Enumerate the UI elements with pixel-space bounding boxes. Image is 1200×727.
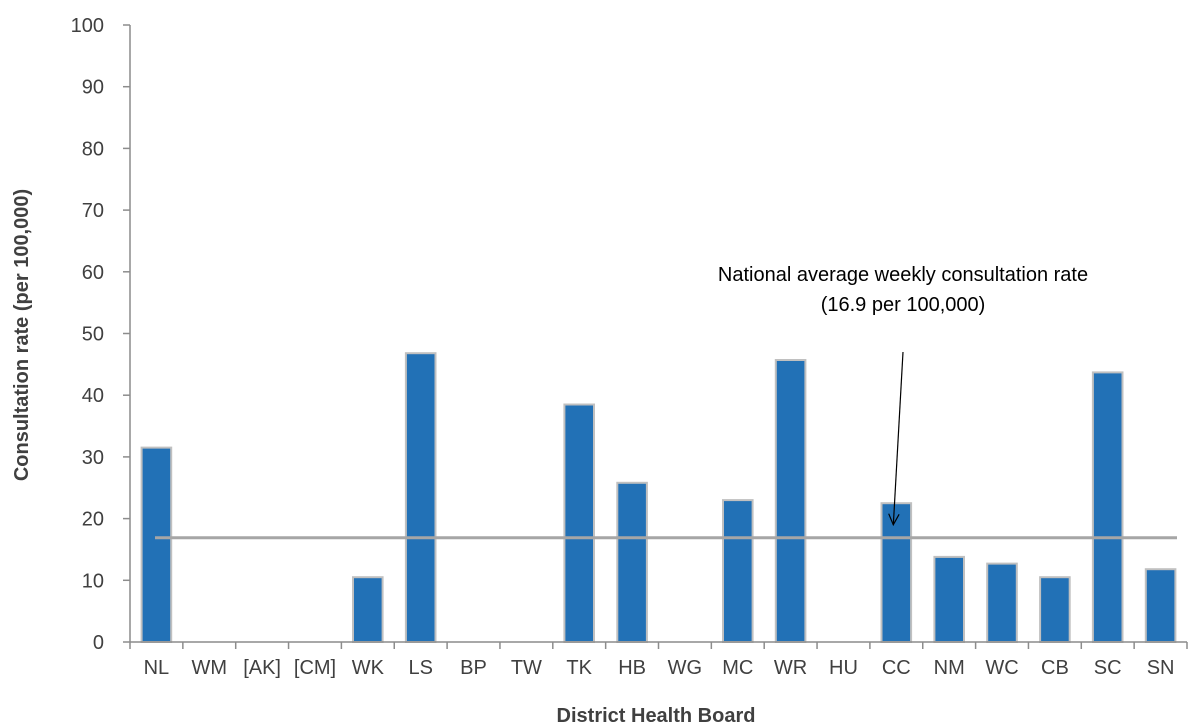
x-category-label: WM — [192, 657, 228, 679]
bar-cc — [880, 502, 913, 644]
y-tick-label: 30 — [82, 447, 104, 469]
x-category-label: LS — [408, 657, 432, 679]
x-category-label: MC — [722, 657, 753, 679]
x-category-label: TW — [511, 657, 542, 679]
bar-cb — [1039, 576, 1071, 644]
x-category-label: BP — [460, 657, 487, 679]
bars-group — [140, 352, 1177, 644]
x-category-label: TK — [566, 657, 592, 679]
annotation-arrow-shaft — [892, 351, 904, 525]
bar-tk — [563, 403, 596, 643]
x-category-label: HU — [829, 657, 858, 679]
y-tick-label: 0 — [93, 632, 104, 654]
bar-mc — [722, 499, 754, 643]
annotation-line-2: (16.9 per 100,000) — [821, 294, 986, 316]
x-axis-title: District Health Board — [557, 705, 756, 727]
y-tick-label: 50 — [82, 324, 104, 346]
annotation-line-1: National average weekly consultation rat… — [718, 264, 1088, 286]
x-axis: NL WM [AK] [CM] WK LS BP TW TK HB WG MC WR HU CC NM WC CB… — [129, 641, 1188, 679]
y-axis: 0 10 20 30 40 50 60 70 80 90 100 — [71, 15, 131, 654]
bar-wk — [352, 576, 384, 644]
y-axis-title: Consultation rate (per 100,000) — [11, 189, 33, 481]
y-tick-label: 10 — [82, 570, 104, 592]
x-category-label: NL — [144, 657, 170, 679]
y-tick-label: 100 — [71, 15, 104, 37]
x-category-label: CC — [882, 657, 911, 679]
y-tick-label: 40 — [82, 385, 104, 407]
bar-ls — [404, 352, 437, 643]
bar-sc — [1091, 371, 1124, 643]
y-tick-label: 20 — [82, 509, 104, 531]
x-category-label: SN — [1147, 657, 1175, 679]
annotation-arrow-head — [888, 513, 900, 527]
x-category-label: CB — [1041, 657, 1069, 679]
x-category-label: NM — [934, 657, 965, 679]
bar-nm — [933, 555, 966, 644]
bar-wr — [774, 359, 807, 643]
x-category-label: HB — [618, 657, 646, 679]
bar-wc — [986, 562, 1018, 643]
x-category-label: SC — [1094, 657, 1122, 679]
x-category-label: WC — [985, 657, 1018, 679]
bar-hb — [616, 481, 648, 643]
x-category-label: WG — [668, 657, 702, 679]
bar-nl — [140, 446, 173, 643]
x-category-label: WK — [352, 657, 385, 679]
x-category-label: WR — [774, 657, 807, 679]
y-tick-label: 80 — [82, 138, 104, 160]
bar-sn — [1144, 568, 1177, 644]
y-tick-label: 70 — [82, 200, 104, 222]
y-tick-label: 90 — [82, 77, 104, 99]
x-category-label: [AK] — [243, 657, 281, 679]
x-category-label: [CM] — [294, 657, 336, 679]
annotation-arrow — [888, 351, 904, 527]
y-tick-label: 60 — [82, 262, 104, 284]
